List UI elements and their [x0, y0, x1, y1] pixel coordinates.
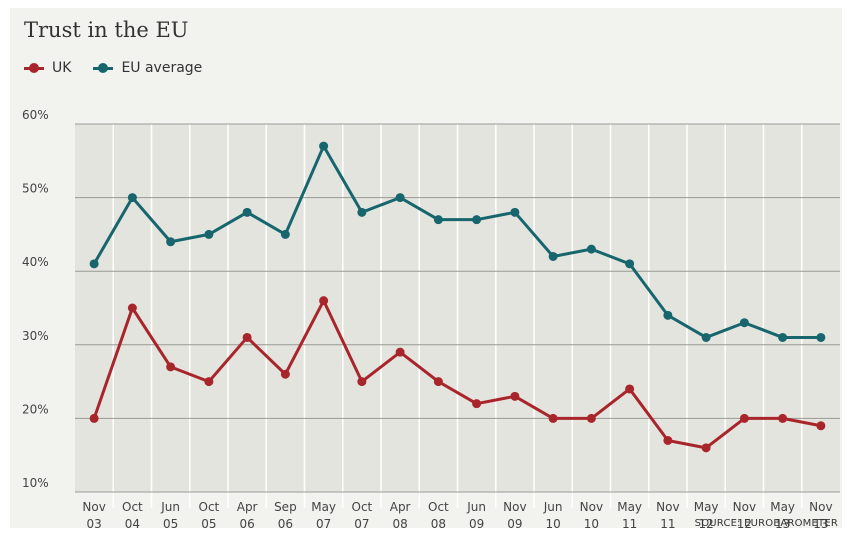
data-point-uk [625, 384, 635, 394]
data-point-eu-average [472, 215, 482, 225]
x-tick-label-year: 09 [507, 517, 522, 531]
legend-swatch-eu-average [93, 63, 114, 73]
y-tick-label: 30% [22, 329, 49, 343]
data-point-uk [433, 377, 443, 387]
data-point-eu-average [739, 318, 749, 328]
data-point-uk [280, 369, 290, 379]
x-tick-label-year: 03 [86, 517, 101, 531]
data-point-eu-average [319, 141, 329, 151]
legend-item-eu-average: EU average [93, 60, 202, 76]
x-tick-label-month: Jun [160, 500, 180, 514]
series-line-eu-average [92, 144, 821, 339]
x-tick-label-year: 10 [545, 517, 560, 531]
data-point-uk [701, 443, 711, 453]
y-tick-label: 40% [22, 255, 49, 269]
data-point-eu-average [357, 207, 367, 217]
data-point-uk [548, 413, 558, 423]
x-tick-label-year: 05 [201, 517, 216, 531]
legend-label-uk: UK [52, 60, 72, 76]
x-tick-label-year: 12 [698, 517, 713, 531]
data-point-uk [166, 362, 176, 372]
x-tick-label-month: Apr [390, 500, 411, 514]
data-point-uk [739, 413, 749, 423]
data-point-eu-average [280, 229, 290, 239]
chart-title: Trust in the EU [24, 18, 189, 42]
x-tick-label-month: May [311, 500, 336, 514]
x-tick-label-year: 13 [813, 517, 828, 531]
legend-swatch-uk [24, 63, 44, 73]
legend-label-eu-average: EU average [121, 60, 203, 76]
x-tick-label-month: May [617, 500, 642, 514]
legend-item-uk: UK [24, 60, 71, 76]
x-tick-label-year: 11 [622, 517, 637, 531]
x-tick-label-month: Oct [199, 500, 220, 514]
data-point-eu-average [166, 237, 176, 247]
y-tick-label: 20% [22, 402, 49, 416]
x-tick-label-year: 05 [163, 517, 178, 531]
x-tick-label-month: Apr [237, 500, 258, 514]
x-tick-label-month: May [770, 500, 795, 514]
data-point-eu-average [701, 332, 711, 342]
x-tick-label-month: Nov [809, 500, 832, 514]
data-point-uk [127, 303, 137, 313]
x-tick-label-month: Nov [82, 500, 105, 514]
x-tick-label-month: Jun [543, 500, 563, 514]
data-point-eu-average [778, 332, 788, 342]
data-point-uk [816, 421, 826, 431]
data-point-uk [778, 413, 788, 423]
y-tick-label: 50% [22, 182, 49, 196]
x-tick-label-month: Oct [428, 500, 449, 514]
x-tick-label-month: Jun [466, 500, 486, 514]
y-tick-label: 60% [22, 108, 49, 122]
x-tick-label-month: Nov [580, 500, 603, 514]
x-tick-label-month: May [694, 500, 719, 514]
x-tick-label-month: Nov [733, 500, 756, 514]
source-note: SOURCE: EUROBAROMETER [694, 518, 838, 529]
data-point-eu-average [663, 310, 673, 320]
data-point-eu-average [395, 193, 405, 203]
x-tick-label-year: 13 [775, 517, 790, 531]
data-point-uk [586, 413, 596, 423]
data-point-eu-average [625, 259, 635, 269]
data-point-uk [510, 391, 520, 401]
data-point-uk [242, 332, 252, 342]
chart-legend: UK EU average [24, 60, 224, 76]
x-tick-label-year: 12 [737, 517, 752, 531]
x-tick-label-year: 07 [316, 517, 331, 531]
y-tick-label: 10% [22, 476, 49, 490]
data-point-eu-average [204, 229, 214, 239]
data-point-eu-average [548, 251, 558, 261]
x-tick-label-month: Oct [122, 500, 143, 514]
x-tick-label-month: Sep [274, 500, 297, 514]
x-tick-label-year: 10 [584, 517, 599, 531]
x-tick-label-year: 06 [239, 517, 254, 531]
x-tick-label-month: Oct [352, 500, 373, 514]
data-point-uk [357, 377, 367, 387]
x-tick-label-year: 09 [469, 517, 484, 531]
series-line-uk [92, 299, 822, 450]
data-point-eu-average [586, 244, 596, 254]
x-tick-label-month: Nov [656, 500, 679, 514]
data-point-eu-average [433, 215, 443, 225]
data-point-uk [89, 413, 99, 423]
data-point-uk [663, 435, 673, 445]
data-point-uk [319, 296, 329, 306]
x-tick-label-year: 07 [354, 517, 369, 531]
x-tick-label-year: 11 [660, 517, 675, 531]
data-point-uk [204, 377, 214, 387]
x-tick-label-year: 08 [392, 517, 407, 531]
x-tick-label-year: 06 [278, 517, 293, 531]
data-point-eu-average [89, 259, 99, 269]
data-point-uk [472, 399, 482, 409]
x-tick-label-year: 08 [431, 517, 446, 531]
x-tick-label-year: 04 [125, 517, 140, 531]
x-tick-label-month: Nov [503, 500, 526, 514]
data-point-eu-average [127, 193, 137, 203]
data-point-uk [395, 347, 405, 357]
data-point-eu-average [242, 207, 252, 217]
data-point-eu-average [510, 207, 520, 217]
data-point-eu-average [816, 332, 826, 342]
